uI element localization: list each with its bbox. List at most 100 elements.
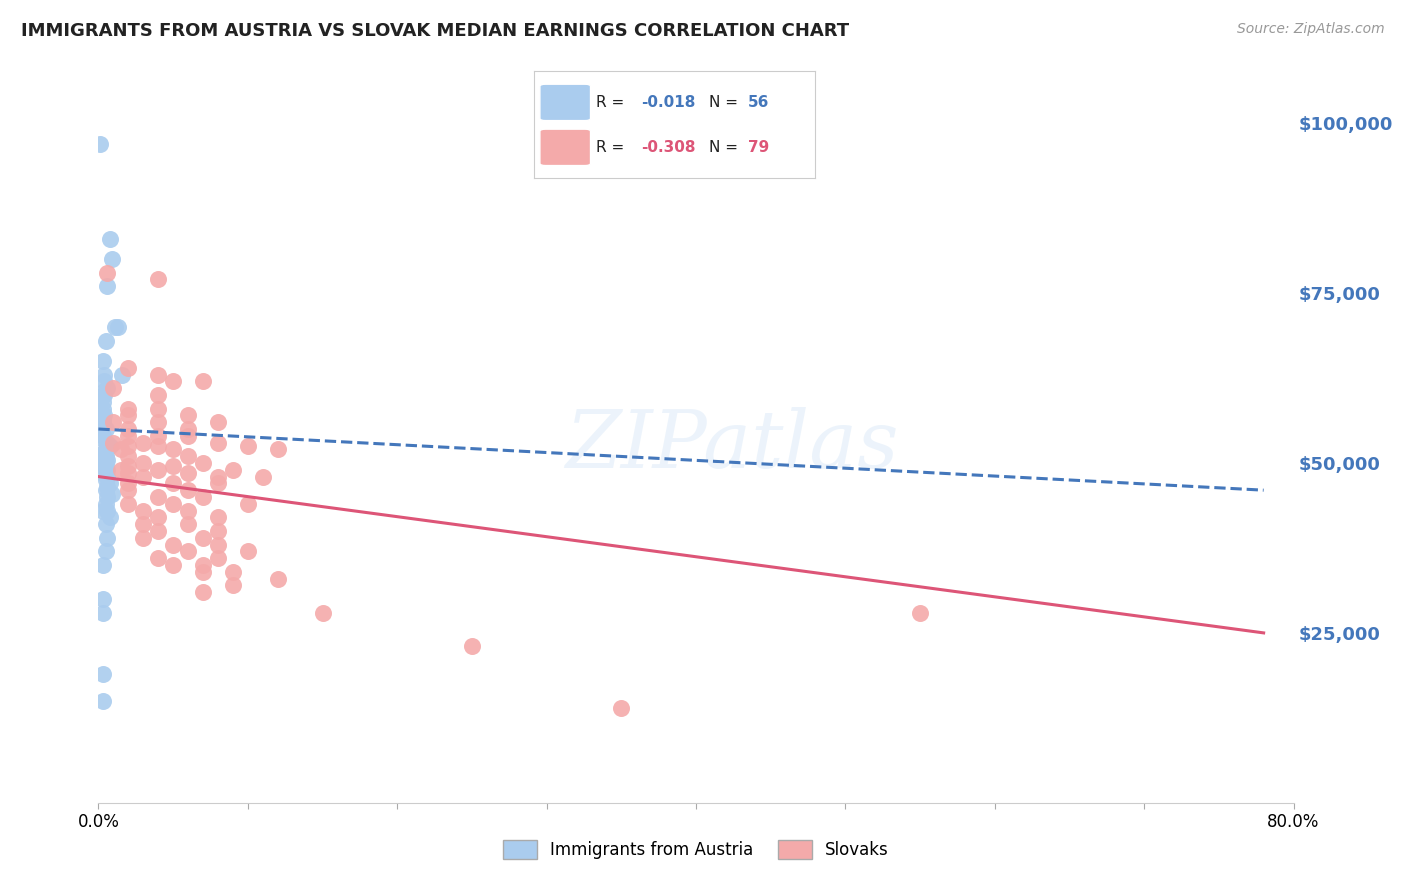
Point	[177, 503, 200, 517]
Point	[111, 368, 134, 382]
Point	[91, 666, 114, 681]
Point	[236, 497, 259, 511]
Point	[101, 486, 124, 500]
Point	[177, 517, 200, 532]
Point	[117, 497, 139, 511]
Point	[91, 354, 114, 368]
Point	[177, 466, 200, 480]
Point	[117, 429, 139, 443]
Point	[93, 375, 115, 389]
Point	[96, 480, 118, 494]
Point	[117, 476, 139, 491]
Point	[93, 409, 115, 423]
Point	[207, 476, 229, 491]
Point	[91, 466, 114, 480]
Point	[89, 136, 111, 151]
Point	[117, 459, 139, 474]
Point	[908, 606, 931, 620]
Point	[94, 422, 117, 436]
Point	[162, 537, 184, 551]
Point	[267, 572, 290, 586]
Point	[177, 449, 200, 463]
Point	[207, 537, 229, 551]
Point	[148, 368, 170, 382]
Point	[461, 640, 484, 654]
Point	[117, 360, 139, 375]
Point	[91, 415, 114, 429]
Point	[96, 531, 118, 545]
Point	[94, 463, 117, 477]
Point	[91, 432, 114, 446]
Point	[177, 422, 200, 436]
Point	[96, 266, 118, 280]
Point	[132, 517, 155, 532]
Point	[91, 459, 114, 474]
Point	[191, 490, 214, 504]
Point	[98, 510, 122, 524]
Text: R =: R =	[596, 140, 630, 155]
Point	[96, 381, 118, 395]
Point	[91, 694, 114, 708]
FancyBboxPatch shape	[540, 129, 591, 166]
Text: N =: N =	[709, 140, 742, 155]
Point	[191, 565, 214, 579]
Point	[93, 388, 115, 402]
Point	[207, 510, 229, 524]
Point	[96, 279, 118, 293]
Point	[222, 463, 245, 477]
Point	[91, 412, 114, 426]
Point	[132, 531, 155, 545]
Point	[148, 401, 170, 416]
Point	[91, 446, 114, 460]
Point	[110, 442, 132, 457]
Point	[148, 388, 170, 402]
Point	[94, 544, 117, 558]
Point	[162, 497, 184, 511]
Point	[252, 469, 274, 483]
Point	[132, 503, 155, 517]
Point	[191, 456, 214, 470]
Text: -0.308: -0.308	[641, 140, 696, 155]
Point	[148, 272, 170, 286]
Point	[94, 449, 117, 463]
Point	[94, 473, 117, 487]
Point	[610, 700, 633, 714]
Point	[207, 415, 229, 429]
Point	[94, 442, 117, 457]
Point	[96, 463, 118, 477]
Point	[148, 510, 170, 524]
Point	[207, 551, 229, 566]
Text: -0.018: -0.018	[641, 95, 696, 110]
Point	[101, 252, 124, 266]
Point	[148, 524, 170, 538]
Point	[236, 439, 259, 453]
Point	[91, 456, 114, 470]
Point	[148, 429, 170, 443]
Point	[132, 435, 155, 450]
Point	[311, 606, 333, 620]
Text: 56: 56	[748, 95, 769, 110]
Point	[91, 558, 114, 572]
Point	[107, 320, 129, 334]
Point	[162, 476, 184, 491]
Point	[177, 409, 200, 423]
Point	[162, 375, 184, 389]
Point	[148, 439, 170, 453]
Point	[162, 558, 184, 572]
Point	[177, 544, 200, 558]
Point	[222, 578, 245, 592]
Point	[103, 381, 125, 395]
Point	[91, 449, 114, 463]
Point	[117, 409, 139, 423]
Point	[162, 459, 184, 474]
Point	[117, 422, 139, 436]
Point	[96, 490, 118, 504]
Point	[96, 469, 118, 483]
Text: 79: 79	[748, 140, 769, 155]
Point	[191, 558, 214, 572]
Text: Source: ZipAtlas.com: Source: ZipAtlas.com	[1237, 22, 1385, 37]
Point	[104, 320, 127, 334]
Point	[222, 565, 245, 579]
Point	[177, 429, 200, 443]
Point	[148, 551, 170, 566]
